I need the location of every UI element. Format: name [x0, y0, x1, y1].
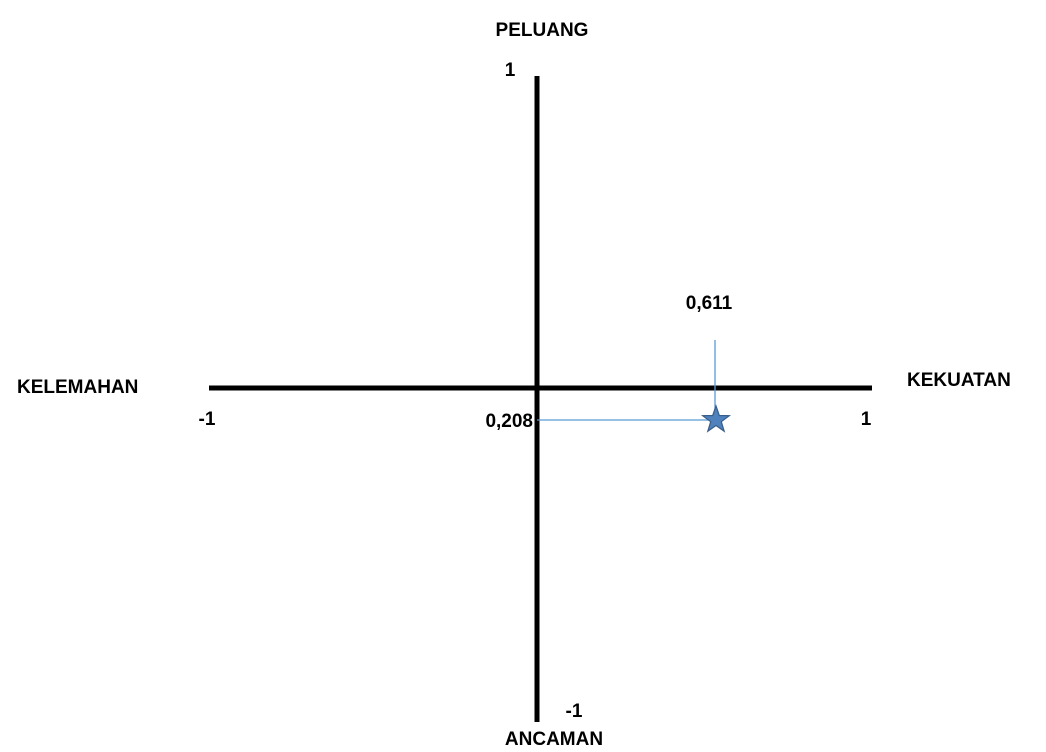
point-y-value-label: 0,208 [485, 411, 533, 432]
position-star-marker [700, 404, 732, 433]
point-x-value-label: 0,611 [686, 293, 733, 314]
label-left-weaknesses: KELEMAHAN [17, 377, 138, 398]
tick-y-min: -1 [566, 701, 583, 722]
label-right-strengths: KEKUATAN [907, 370, 1011, 391]
tick-x-min: -1 [199, 409, 216, 430]
label-top-opportunities: PELUANG [496, 20, 589, 41]
tick-y-max: 1 [505, 60, 516, 81]
tick-x-max: 1 [861, 409, 872, 430]
label-bottom-threats: ANCAMAN [505, 729, 603, 750]
